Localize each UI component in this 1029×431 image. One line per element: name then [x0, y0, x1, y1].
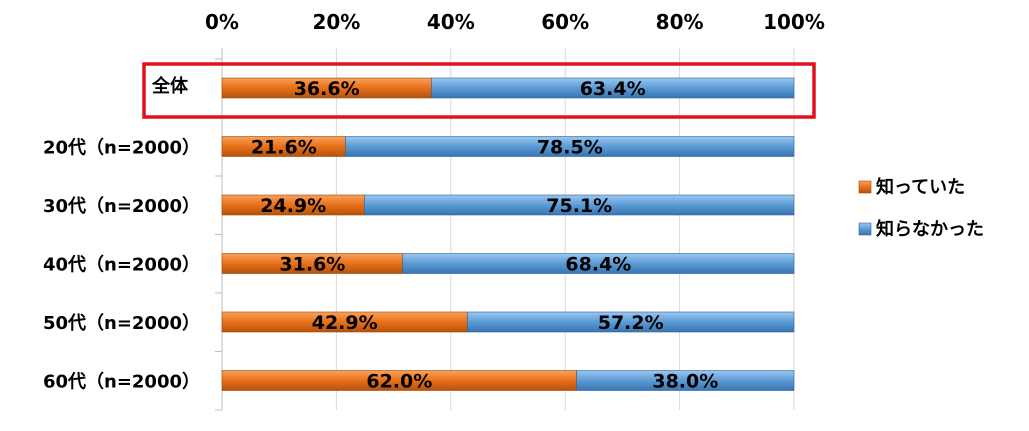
bar-segment	[402, 253, 795, 274]
bar-segment	[345, 136, 795, 157]
data-label: 31.6%	[279, 254, 345, 276]
data-label: 57.2%	[598, 312, 664, 334]
category-label: 30代（n=2000）	[43, 196, 200, 217]
data-label: 62.0%	[366, 371, 432, 393]
category-label: 50代（n=2000）	[43, 313, 200, 334]
category-label: 20代（n=2000）	[43, 138, 200, 159]
grid-lines	[215, 48, 795, 411]
category-labels: 全体 20代（n=2000） 30代（n=2000） 40代（n=2000） 50代（n…	[43, 75, 200, 393]
category-label: 40代（n=2000）	[43, 255, 200, 276]
x-tick-label: 100%	[763, 10, 825, 34]
data-label: 63.4%	[580, 78, 646, 100]
category-label: 60代（n=2000）	[43, 372, 200, 393]
data-label: 38.0%	[652, 371, 718, 393]
x-axis-ticks: 0% 20% 40% 60% 80% 100%	[205, 10, 825, 34]
bar-segment	[431, 77, 795, 99]
data-label: 68.4%	[565, 254, 631, 276]
legend-label: 知っていた	[876, 176, 965, 198]
legend-swatch	[858, 180, 872, 194]
data-label: 42.9%	[312, 312, 378, 334]
x-tick-label: 80%	[656, 10, 704, 34]
data-label: 36.6%	[294, 78, 360, 100]
bars	[221, 77, 795, 391]
x-tick-label: 20%	[312, 10, 360, 34]
highlight-frame	[142, 62, 816, 119]
legend-label: 知らなかった	[876, 218, 984, 240]
bar-segment	[364, 194, 795, 216]
legend-swatch	[858, 222, 872, 236]
x-tick-label: 60%	[541, 10, 589, 34]
highlight-box	[142, 62, 816, 119]
data-label: 75.1%	[546, 195, 612, 217]
x-tick-label: 40%	[427, 10, 475, 34]
data-labels: 36.6% 63.4% 21.6% 78.5% 24.9% 75.1% 31.6% 68.4%…	[251, 78, 718, 393]
category-label: 全体	[151, 75, 189, 97]
data-label: 21.6%	[251, 137, 317, 159]
bar-segment	[576, 370, 795, 391]
data-label: 24.9%	[260, 195, 326, 217]
x-tick-label: 0%	[205, 10, 239, 34]
data-label: 78.5%	[537, 137, 603, 159]
bar-segment	[467, 311, 795, 333]
